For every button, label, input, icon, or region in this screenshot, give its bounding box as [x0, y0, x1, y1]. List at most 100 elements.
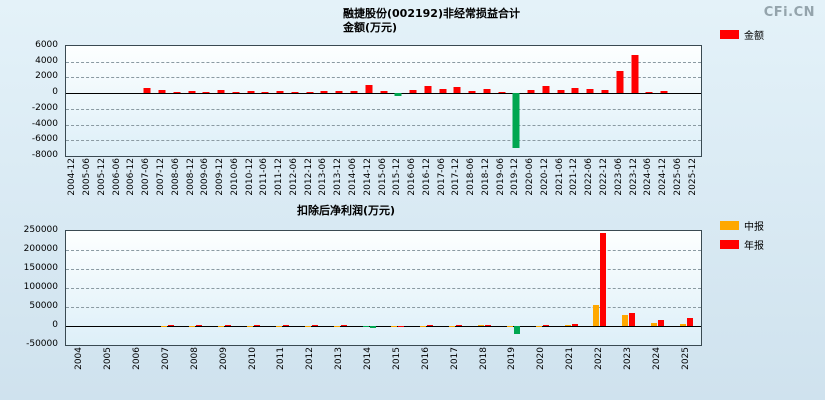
x-tick-label: 2025-06	[672, 158, 683, 196]
bar-金额-2008-06	[173, 91, 181, 94]
site-logo: CFi.CN	[763, 5, 815, 20]
bar-中报-2019	[506, 325, 513, 327]
x-tick-label: 2022-12	[599, 158, 609, 196]
bar-年报-2020	[542, 325, 549, 327]
x-tick-label: 2013-06	[318, 158, 329, 196]
x-tick-label: 2019	[507, 347, 518, 370]
bar-金额-2009-12	[217, 90, 225, 94]
y-tick-label: 2000	[35, 71, 58, 82]
x-tick-label: 2009-06	[200, 158, 211, 196]
bar-金额-2020-06	[527, 90, 535, 94]
x-tick-label: 2008	[189, 347, 200, 370]
x-tick-label: 2018-06	[466, 158, 477, 196]
gridline	[66, 249, 701, 251]
x-tick-label: 2018	[478, 347, 489, 370]
bar-年报-2007	[167, 325, 174, 326]
bar-年报-2011	[282, 325, 289, 327]
chart-title-top: 融捷股份(002192)非经常损益合计 金额(万元)	[343, 7, 520, 35]
y-tick-label: 200000	[23, 243, 58, 254]
chart-title-bottom: 扣除后净利润(万元)	[297, 204, 396, 217]
x-tick-label: 2010-06	[229, 158, 240, 196]
x-tick-label: 2023-06	[613, 158, 624, 196]
x-tick-label: 2015-12	[392, 158, 403, 196]
x-tick-label: 2024-12	[658, 158, 669, 196]
x-tick-label: 2016-06	[407, 158, 418, 196]
bar-中报-2017	[449, 325, 456, 327]
chart-title-line2: 金额(万元)	[343, 21, 398, 34]
bar-金额-2024-06	[645, 91, 653, 94]
x-tick-label: 2023	[622, 347, 633, 370]
legend-label: 年报	[744, 241, 764, 252]
bar-金额-2017-06	[439, 89, 447, 94]
x-tick-label: 2018-12	[480, 158, 491, 196]
bar-中报-2010	[247, 325, 254, 327]
bar-金额-2023-06	[616, 71, 624, 94]
bar-中报-2008	[189, 325, 196, 327]
x-tick-label: 2014	[363, 347, 374, 370]
bar-年报-2018	[485, 324, 492, 326]
bar-金额-2013-06	[320, 91, 328, 94]
x-tick-label: 2025	[680, 347, 691, 370]
x-tick-label: 2010	[247, 347, 258, 370]
bar-金额-2019-06	[498, 91, 506, 94]
bar-金额-2010-06	[232, 91, 240, 94]
bar-年报-2008	[196, 325, 203, 326]
bar-金额-2009-06	[202, 91, 210, 94]
x-tick-label: 2020	[536, 347, 547, 370]
bar-中报-2009	[218, 325, 225, 327]
x-tick-label: 2025-12	[687, 158, 698, 196]
y-tick-label: 150000	[23, 262, 58, 273]
x-tick-label: 2015	[391, 347, 402, 370]
x-tick-label: 2012-12	[303, 158, 314, 196]
gridline	[66, 306, 701, 308]
x-tick-label: 2022-06	[584, 158, 595, 196]
y-tick-label: -8000	[31, 150, 58, 160]
x-tick-label: 2007	[161, 347, 172, 370]
x-tick-label: 2017-06	[436, 158, 447, 196]
bar-金额-2021-06	[557, 90, 565, 94]
legend-entry: 中报	[720, 218, 764, 233]
x-tick-label: 2004-12	[67, 158, 78, 196]
x-tick-label: 2023-12	[628, 158, 639, 196]
gridline	[66, 288, 701, 289]
bar-金额-2012-12	[306, 91, 314, 94]
x-tick-label: 2004	[74, 347, 85, 370]
x-tick-label: 2017-12	[451, 158, 462, 196]
x-tick-label: 2024	[651, 347, 662, 370]
bar-中报-2013	[333, 325, 340, 327]
x-tick-label: 2008-12	[185, 158, 196, 196]
y-tick-label: -50000	[26, 339, 58, 349]
bar-中报-2024	[651, 322, 658, 326]
x-tick-label: 2014-12	[362, 158, 373, 196]
bar-金额-2008-12	[188, 90, 196, 94]
legend-label: 金额	[744, 31, 764, 42]
y-tick-label: -6000	[31, 134, 58, 145]
y-tick-label: 0	[52, 320, 58, 330]
legend-entry: 年报	[720, 237, 764, 252]
x-tick-label: 2005-06	[82, 158, 93, 196]
bar-金额-2021-12	[571, 88, 579, 94]
bar-年报-2014	[369, 326, 376, 328]
x-tick-label: 2022	[593, 347, 604, 370]
x-tick-label: 2021	[565, 347, 576, 370]
x-tick-label: 2006	[132, 347, 143, 370]
x-tick-label: 2009	[218, 347, 229, 370]
x-tick-label: 2017	[449, 347, 460, 370]
bar-中报-2018	[478, 325, 485, 327]
bar-中报-2021	[564, 325, 571, 327]
bar-中报-2016	[420, 325, 427, 327]
y-tick-label: 250000	[23, 225, 58, 235]
bar-金额-2010-12	[247, 91, 255, 94]
x-tick-label: 2005	[103, 347, 114, 370]
x-tick-label: 2020-06	[525, 158, 536, 196]
y-tick-label: 6000	[35, 40, 58, 50]
x-tick-label: 2005-12	[96, 158, 107, 196]
bar-金额-2015-06	[380, 90, 387, 94]
bar-金额-2022-12	[601, 90, 609, 94]
bar-金额-2020-12	[542, 86, 550, 94]
bar-年报-2021	[571, 324, 578, 326]
gridline	[66, 77, 701, 79]
plot-area-top-chart	[65, 45, 702, 157]
x-tick-label: 2006-06	[111, 158, 122, 196]
chart-title-line1: 融捷股份(002192)非经常损益合计	[343, 7, 520, 20]
